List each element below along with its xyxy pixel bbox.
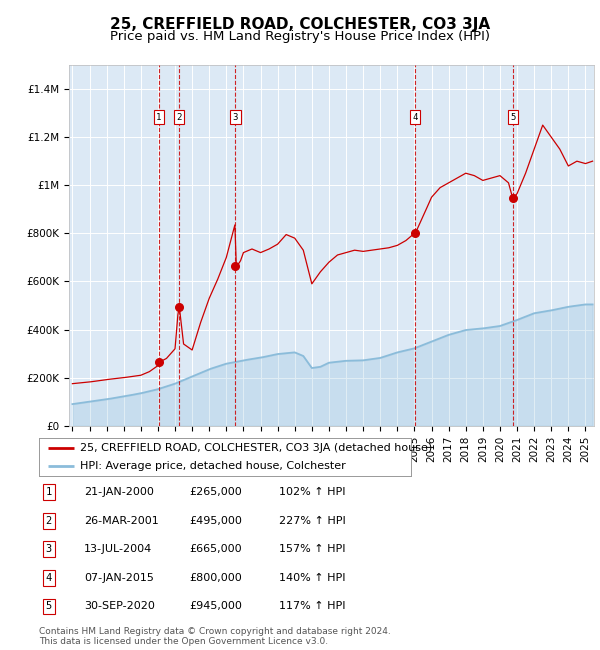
Text: 5: 5 [46, 601, 52, 612]
Text: 4: 4 [412, 113, 418, 122]
Text: Contains HM Land Registry data © Crown copyright and database right 2024.
This d: Contains HM Land Registry data © Crown c… [39, 627, 391, 646]
Text: £945,000: £945,000 [189, 601, 242, 612]
Text: 3: 3 [233, 113, 238, 122]
Text: HPI: Average price, detached house, Colchester: HPI: Average price, detached house, Colc… [80, 462, 346, 471]
Text: 1: 1 [46, 487, 52, 497]
Text: 30-SEP-2020: 30-SEP-2020 [84, 601, 155, 612]
Text: 07-JAN-2015: 07-JAN-2015 [84, 573, 154, 583]
Text: £800,000: £800,000 [189, 573, 242, 583]
Text: Price paid vs. HM Land Registry's House Price Index (HPI): Price paid vs. HM Land Registry's House … [110, 30, 490, 43]
Text: 21-JAN-2000: 21-JAN-2000 [84, 487, 154, 497]
Text: 1: 1 [156, 113, 161, 122]
Text: 3: 3 [46, 544, 52, 554]
Text: 5: 5 [510, 113, 515, 122]
Text: 25, CREFFIELD ROAD, COLCHESTER, CO3 3JA (detached house): 25, CREFFIELD ROAD, COLCHESTER, CO3 3JA … [80, 443, 432, 453]
Text: 140% ↑ HPI: 140% ↑ HPI [279, 573, 346, 583]
Text: £495,000: £495,000 [189, 515, 242, 526]
Text: 2: 2 [46, 515, 52, 526]
Text: 13-JUL-2004: 13-JUL-2004 [84, 544, 152, 554]
Text: 157% ↑ HPI: 157% ↑ HPI [279, 544, 346, 554]
Text: £265,000: £265,000 [189, 487, 242, 497]
Text: £665,000: £665,000 [189, 544, 242, 554]
Text: 25, CREFFIELD ROAD, COLCHESTER, CO3 3JA: 25, CREFFIELD ROAD, COLCHESTER, CO3 3JA [110, 16, 490, 32]
Text: 227% ↑ HPI: 227% ↑ HPI [279, 515, 346, 526]
Text: 2: 2 [176, 113, 182, 122]
Text: 26-MAR-2001: 26-MAR-2001 [84, 515, 159, 526]
Text: 117% ↑ HPI: 117% ↑ HPI [279, 601, 346, 612]
Text: 102% ↑ HPI: 102% ↑ HPI [279, 487, 346, 497]
Text: 4: 4 [46, 573, 52, 583]
